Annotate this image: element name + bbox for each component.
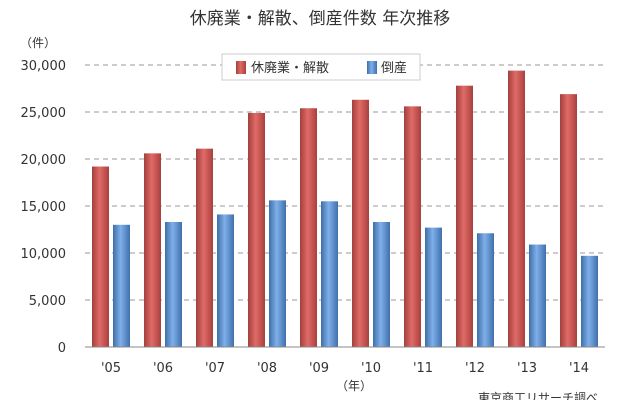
y-axis-ticks: 0 5,000 10,000 15,000 20,000 25,000 30,000: [21, 59, 67, 356]
legend-swatch-bankruptcies: [367, 61, 377, 74]
bar-bankruptcies-5: [373, 221, 390, 347]
bar-bankruptcies-1: [165, 221, 182, 347]
x-tick-label: '13: [517, 361, 537, 376]
bar-bankruptcies-8: [529, 244, 546, 347]
bar-bankruptcies-4: [321, 201, 338, 347]
source-note: 東京商工リサーチ調べ: [478, 390, 598, 400]
x-tick-label: '14: [569, 361, 589, 376]
bars: [92, 70, 598, 348]
bar-closures-1: [144, 153, 161, 347]
bar-closures-2: [196, 148, 213, 347]
x-tick-label: '08: [257, 361, 277, 376]
x-tick-label: '06: [153, 361, 173, 376]
legend-label-closures: 休廃業・解散: [251, 60, 329, 76]
x-axis-unit-label: （年）: [336, 379, 372, 393]
bar-closures-7: [456, 85, 473, 348]
bar-closures-9: [560, 94, 577, 347]
y-tick-label: 10,000: [21, 247, 67, 262]
chart-title: 休廃業・解散、倒産件数 年次推移: [190, 9, 450, 29]
y-axis-unit-label: （件）: [20, 36, 56, 50]
y-tick-label: 0: [58, 341, 66, 356]
bar-bankruptcies-3: [269, 200, 286, 347]
y-tick-label: 20,000: [21, 153, 67, 168]
x-tick-label: '12: [465, 361, 485, 376]
legend-label-bankruptcies: 倒産: [381, 60, 407, 76]
x-tick-label: '07: [205, 361, 225, 376]
legend-box: [221, 53, 421, 81]
x-tick-label: '11: [413, 361, 433, 376]
bar-bankruptcies-7: [477, 233, 494, 347]
bar-closures-0: [92, 166, 109, 347]
legend: 休廃業・解散 倒産: [221, 53, 421, 81]
bar-closures-6: [404, 106, 421, 347]
x-tick-label: '05: [101, 361, 121, 376]
gridlines: [85, 64, 605, 301]
bar-bankruptcies-0: [113, 224, 130, 347]
bar-closures-5: [352, 99, 369, 347]
x-tick-label: '10: [361, 361, 381, 376]
bar-closures-4: [300, 108, 317, 348]
y-tick-label: 5,000: [29, 294, 66, 309]
bar-closures-8: [508, 70, 525, 347]
legend-swatch-closures: [236, 61, 246, 74]
x-tick-label: '09: [309, 361, 329, 376]
bar-bankruptcies-9: [581, 255, 598, 347]
y-tick-label: 30,000: [21, 59, 67, 74]
bar-bankruptcies-6: [425, 227, 442, 347]
y-tick-label: 25,000: [21, 106, 67, 121]
x-axis-ticks: '05 '06 '07 '08 '09 '10 '11 '12 '13 '14: [101, 361, 589, 376]
bar-closures-3: [248, 112, 265, 347]
bar-bankruptcies-2: [217, 214, 234, 347]
y-tick-label: 15,000: [21, 200, 67, 215]
